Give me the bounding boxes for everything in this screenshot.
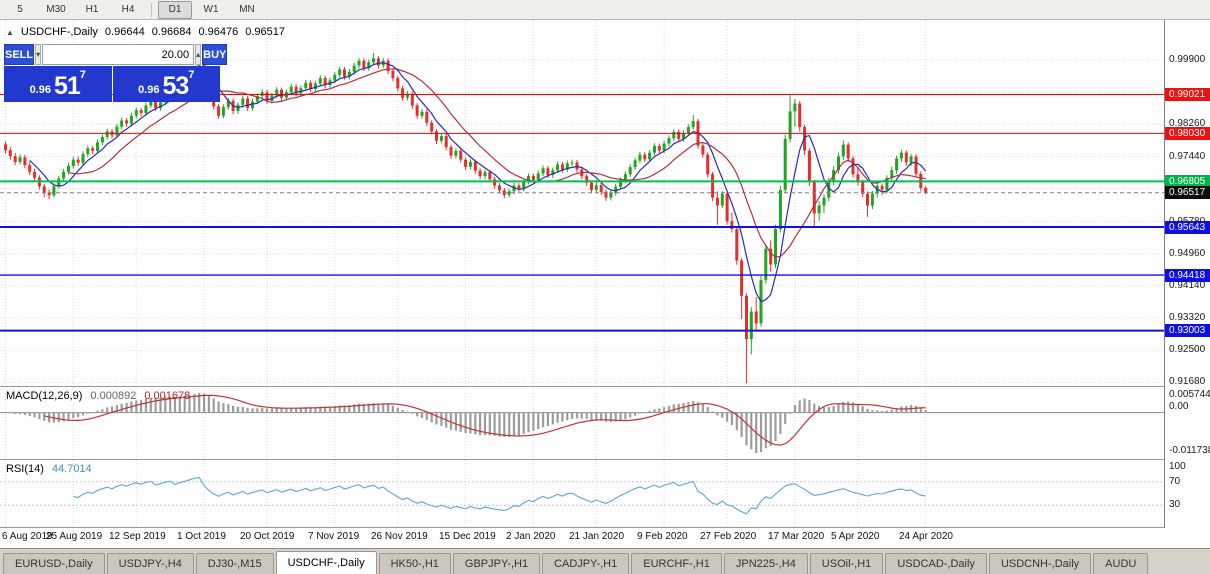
macd-indicator-label: MACD(12,26,9) 0.000892 0.001678 xyxy=(6,390,190,402)
buy-price-big-digits: 53 xyxy=(162,72,189,100)
period-button-5[interactable]: 5 xyxy=(17,4,23,15)
rsi-indicator-label: RSI(14) 44.7014 xyxy=(6,463,92,475)
chart-tab-hk50-h1[interactable]: HK50-,H1 xyxy=(378,553,451,574)
sell-price-prefix: 0.96 xyxy=(29,84,51,96)
chart-tab-eurchf-h1[interactable]: EURCHF-,H1 xyxy=(631,553,722,574)
price-axis-label: 0.97440 xyxy=(1169,151,1206,162)
volume-input[interactable] xyxy=(42,44,195,65)
chart-ohlc-header: ▲ USDCHF-,Daily 0.96644 0.96684 0.96476 … xyxy=(6,26,285,38)
price-axis-label: 0.92500 xyxy=(1169,344,1206,355)
date-axis-label: 6 Aug 2019 xyxy=(2,531,53,542)
price-axis-label: 0.91680 xyxy=(1169,376,1206,387)
macd-canvas[interactable] xyxy=(0,387,1164,459)
volume-increase-icon[interactable]: ▴ xyxy=(195,44,202,65)
macd-axis-max: 0.005744 xyxy=(1169,389,1210,400)
chart-tab-gbpjpy-h1[interactable]: GBPJPY-,H1 xyxy=(452,553,541,574)
price-badge: 0.94418 xyxy=(1165,269,1210,282)
price-axis[interactable]: 0.999000.982600.974400.957800.949600.941… xyxy=(1164,20,1210,528)
time-axis[interactable]: 6 Aug 2019 25 Aug 2019 12 Sep 2019 1 Oct 20… xyxy=(0,528,1210,548)
chart-tab-audu[interactable]: AUDU xyxy=(1093,553,1149,574)
rsi-axis-70: 70 xyxy=(1169,476,1181,487)
buy-price-pipette: 7 xyxy=(188,69,195,81)
price-badge: 0.96517 xyxy=(1165,186,1210,199)
toolbar-separator xyxy=(151,2,152,17)
date-axis-label: 15 Dec 2019 xyxy=(439,531,496,542)
date-axis-label: 1 Oct 2019 xyxy=(177,531,226,542)
date-axis-label: 24 Apr 2020 xyxy=(899,531,953,542)
period-button-h1[interactable]: H1 xyxy=(85,4,99,15)
panel-splitter[interactable] xyxy=(0,386,1210,387)
date-axis-label: 20 Oct 2019 xyxy=(240,531,295,542)
panel-separator xyxy=(0,527,1210,528)
chart-tab-bar: EURUSD-,Daily USDJPY-,H4 DJ30-,M15 USDCHF-,… xyxy=(0,548,1210,574)
chart-tab-eurusd-daily[interactable]: EURUSD-,Daily xyxy=(3,553,105,574)
ohlc-high: 0.96684 xyxy=(151,26,192,38)
timeframe-toolbar: 5 M30 H1 H4 D1 W1 MN xyxy=(0,0,1210,20)
date-axis-label: 26 Nov 2019 xyxy=(371,531,428,542)
chart-tab-jpn225-h4[interactable]: JPN225-,H4 xyxy=(723,553,808,574)
date-axis-label: 27 Feb 2020 xyxy=(700,531,757,542)
price-badge: 0.96805 xyxy=(1165,175,1210,188)
macd-axis-zero: 0.00 xyxy=(1169,401,1189,412)
oneclick-collapse-icon[interactable]: ▲ xyxy=(6,27,14,37)
date-axis-label: 9 Feb 2020 xyxy=(637,531,688,542)
period-button-m30[interactable]: M30 xyxy=(46,4,66,15)
chart-tab-usdcnh-daily[interactable]: USDCNH-,Daily xyxy=(988,553,1092,574)
rsi-axis-30: 30 xyxy=(1169,499,1181,510)
period-button-w1[interactable]: W1 xyxy=(203,4,219,15)
macd-name: MACD(12,26,9) xyxy=(6,390,83,402)
main-chart-canvas[interactable] xyxy=(0,20,1164,386)
price-badge: 0.99021 xyxy=(1165,88,1210,101)
price-badge: 0.98030 xyxy=(1165,127,1210,140)
price-axis-label: 0.93320 xyxy=(1169,312,1206,323)
price-axis-label: 0.99900 xyxy=(1169,54,1206,65)
sell-price-pipette: 7 xyxy=(79,69,86,81)
macd-signal-value: 0.001678 xyxy=(144,390,191,402)
chart-tab-usoil-h1[interactable]: USOil-,H1 xyxy=(809,553,884,574)
date-axis-label: 5 Apr 2020 xyxy=(831,531,880,542)
chart-tab-usdcad-daily[interactable]: USDCAD-,Daily xyxy=(885,553,987,574)
chart-symbol-label: USDCHF-,Daily xyxy=(20,26,98,38)
ohlc-close: 0.96517 xyxy=(245,26,285,38)
buy-price-box[interactable]: 0.96 53 7 xyxy=(112,66,220,102)
rsi-value: 44.7014 xyxy=(51,463,92,475)
one-click-trading-panel: SELL ▾ ▴ BUY 0.96 51 7 0.96 53 7 xyxy=(4,44,228,102)
sell-price-big-digits: 51 xyxy=(53,72,81,100)
rsi-axis-100: 100 xyxy=(1169,461,1186,472)
rsi-canvas[interactable] xyxy=(0,460,1164,527)
sell-price-box[interactable]: 0.96 51 7 xyxy=(4,66,112,102)
date-axis-label: 17 Mar 2020 xyxy=(768,531,825,542)
price-badge: 0.93003 xyxy=(1165,324,1210,337)
price-axis-label: 0.94140 xyxy=(1169,280,1206,291)
ohlc-low: 0.96476 xyxy=(198,26,239,38)
date-axis-label: 25 Aug 2019 xyxy=(46,531,103,542)
chart-workspace: ▲ USDCHF-,Daily 0.96644 0.96684 0.96476 … xyxy=(0,20,1210,548)
macd-axis-min: -0.011738 xyxy=(1169,445,1210,456)
price-badge: 0.95643 xyxy=(1165,221,1210,234)
date-axis-label: 21 Jan 2020 xyxy=(569,531,625,542)
chart-tab-usdchf-daily[interactable]: USDCHF-,Daily xyxy=(275,551,377,574)
macd-main-value: 0.000892 xyxy=(90,390,137,402)
period-button-mn[interactable]: MN xyxy=(239,4,255,15)
price-axis-label: 0.98260 xyxy=(1169,118,1206,129)
chart-tab-cadjpy-h1[interactable]: CADJPY-,H1 xyxy=(542,553,630,574)
date-axis-label: 12 Sep 2019 xyxy=(109,531,166,542)
buy-button[interactable]: BUY xyxy=(202,44,228,65)
period-button-d1[interactable]: D1 xyxy=(158,0,192,19)
date-axis-label: 7 Nov 2019 xyxy=(308,531,360,542)
sell-button[interactable]: SELL xyxy=(4,44,35,65)
chart-tab-usdjpy-h4[interactable]: USDJPY-,H4 xyxy=(106,553,194,574)
chart-tab-dj30-m15[interactable]: DJ30-,M15 xyxy=(195,553,274,574)
ohlc-open: 0.96644 xyxy=(104,26,145,38)
period-button-h4[interactable]: H4 xyxy=(121,4,135,15)
rsi-name: RSI(14) xyxy=(6,463,44,475)
date-axis-label: 2 Jan 2020 xyxy=(506,531,556,542)
volume-decrease-icon[interactable]: ▾ xyxy=(35,44,42,65)
buy-price-prefix: 0.96 xyxy=(138,84,160,96)
panel-splitter[interactable] xyxy=(0,459,1210,460)
price-axis-label: 0.94960 xyxy=(1169,248,1206,259)
